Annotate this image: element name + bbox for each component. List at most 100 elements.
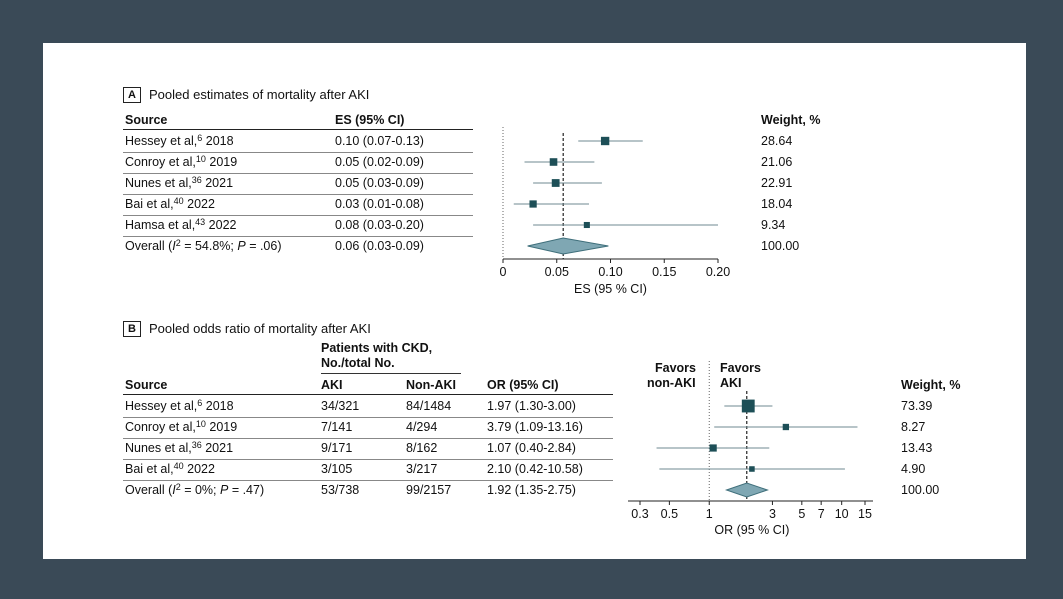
b-row-0-estimate: 1.97 (1.30-3.00) [487, 399, 576, 413]
b-row-3-non-aki: 3/217 [406, 462, 438, 476]
a-row-separator [123, 236, 473, 237]
b-x-tick-label: 0.3 [631, 507, 648, 521]
a-row-2-estimate: 0.05 (0.03-0.09) [335, 176, 424, 190]
b-row-1-source: Conroy et al,10 2019 [125, 419, 238, 434]
a-row-2-ref: 36 [191, 175, 202, 185]
b-row-3-author: Bai et al, [125, 462, 174, 476]
panel-a-title: Pooled estimates of mortality after AKI [149, 87, 370, 102]
a-row-0-year: 2018 [202, 134, 234, 148]
a-point-marker [551, 179, 560, 187]
b-row-2-author: Nunes et al, [125, 441, 192, 455]
a-p-symbol: P [237, 239, 246, 253]
a-p-text: = .06) [245, 239, 282, 253]
panel-b-title: Pooled odds ratio of mortality after AKI [149, 321, 371, 336]
a-overall-label: Overall (I2 = 54.8%; P = .06) [125, 238, 282, 253]
b-row-3-estimate: 2.10 (0.42-10.58) [487, 462, 583, 476]
b-p-text: = .47) [228, 483, 265, 497]
a-col-weight: Weight, % [761, 113, 821, 127]
b-row-1-estimate: 3.79 (1.09-13.16) [487, 420, 583, 434]
a-row-3-author: Bai et al, [125, 197, 174, 211]
a-row-2-year: 2021 [201, 176, 234, 190]
a-x-tick-label: 0.10 [598, 265, 622, 279]
b-row-2-non-aki: 8/162 [406, 441, 438, 455]
a-row-0-source: Hessey et al,6 2018 [125, 133, 234, 148]
a-row-separator [123, 194, 473, 195]
b-overall-label: Overall (I2 = 0%; P = .47) [125, 482, 265, 497]
b-row-3-source: Bai et al,40 2022 [125, 461, 215, 476]
b-x-tick-label: 15 [858, 507, 872, 521]
a-row-4-estimate: 0.08 (0.03-0.20) [335, 218, 424, 232]
b-row-1-ref: 10 [195, 419, 206, 429]
b-i2-symbol: I [172, 483, 176, 497]
a-point-marker [529, 200, 537, 208]
a-row-1-weight: 21.06 [761, 155, 793, 169]
b-overall-post: = 0%; [180, 483, 220, 497]
b-row-0-year: 2018 [202, 399, 234, 413]
a-row-3-estimate: 0.03 (0.01-0.08) [335, 197, 424, 211]
forest-plot-a: 0 0.05 0.10 0.15 0.20 ES (95 % CI) [500, 127, 730, 296]
b-row-separator [123, 480, 613, 481]
b-row-0-ref: 6 [197, 398, 203, 408]
a-x-axis-label: ES (95 % CI) [574, 282, 647, 296]
panel-b-letter: B [123, 321, 141, 337]
a-overall-estimate: 0.06 (0.03-0.09) [335, 239, 424, 253]
b-x-tick-label: 0.5 [661, 507, 678, 521]
b-row-2-ref: 36 [191, 440, 202, 450]
favors-left-line2: non-AKI [647, 376, 696, 390]
b-row-separator [123, 417, 613, 418]
b-row-0-non-aki: 84/1484 [406, 399, 452, 413]
b-group-rule [321, 373, 461, 374]
b-overall-pre: Overall ( [125, 483, 173, 497]
b-row-2-weight: 13.43 [901, 441, 933, 455]
favors-right-line2: AKI [720, 376, 742, 390]
b-row-2-estimate: 1.07 (0.40-2.84) [487, 441, 576, 455]
b-point-marker [782, 423, 790, 431]
a-row-3-year: 2022 [183, 197, 215, 211]
a-overall-weight: 100.00 [761, 239, 800, 253]
b-x-tick-label: 1 [706, 507, 713, 521]
b-row-3-weight: 4.90 [901, 462, 926, 476]
a-row-4-weight: 9.34 [761, 218, 786, 232]
a-i2-sup: 2 [175, 238, 181, 248]
forest-plot-b: 0.3 0.5 1 3 5 7 10 15 OR (95 % CI) [628, 361, 873, 537]
a-row-0-estimate: 0.10 (0.07-0.13) [335, 134, 424, 148]
favors-left-line1: Favors [655, 361, 696, 375]
b-row-1-weight: 8.27 [901, 420, 926, 434]
a-i2-symbol: I [172, 239, 176, 253]
a-x-tick-label: 0.15 [652, 265, 676, 279]
b-col-non-aki: Non-AKI [406, 378, 456, 392]
b-row-1-year: 2019 [205, 420, 238, 434]
b-x-tick-label: 5 [798, 507, 805, 521]
b-row-2-aki: 9/171 [321, 441, 353, 455]
b-point-marker [709, 444, 717, 452]
b-col-weight: Weight, % [901, 378, 961, 392]
b-overall-weight: 100.00 [901, 483, 940, 497]
b-point-marker [749, 466, 755, 472]
a-row-3-weight: 18.04 [761, 197, 793, 211]
b-group-header-2: No./total No. [321, 356, 395, 370]
b-row-2-year: 2021 [201, 441, 234, 455]
favors-right-line1: Favors [720, 361, 761, 375]
a-x-tick-label: 0.20 [706, 265, 730, 279]
b-row-separator [123, 438, 613, 439]
b-overall-aki: 53/738 [321, 483, 360, 497]
b-row-1-author: Conroy et al, [125, 420, 196, 434]
b-x-tick-label: 10 [835, 507, 849, 521]
b-row-2-source: Nunes et al,36 2021 [125, 440, 234, 455]
a-row-0-ref: 6 [197, 133, 203, 143]
a-col-estimate: ES (95% CI) [335, 113, 405, 127]
b-col-source: Source [125, 378, 168, 392]
a-point-marker [549, 158, 558, 166]
a-row-1-estimate: 0.05 (0.02-0.09) [335, 155, 424, 169]
a-overall-pre: Overall ( [125, 239, 173, 253]
a-row-4-source: Hamsa et al,43 2022 [125, 217, 236, 232]
b-overall-estimate: 1.92 (1.35-2.75) [487, 483, 576, 497]
b-col-aki: AKI [321, 378, 343, 392]
b-row-1-aki: 7/141 [321, 420, 353, 434]
b-row-0-author: Hessey et al, [125, 399, 198, 413]
a-row-separator [123, 152, 473, 153]
a-row-3-source: Bai et al,40 2022 [125, 196, 215, 211]
a-row-1-year: 2019 [205, 155, 238, 169]
a-row-2-weight: 22.91 [761, 176, 793, 190]
b-row-0-aki: 34/321 [321, 399, 360, 413]
